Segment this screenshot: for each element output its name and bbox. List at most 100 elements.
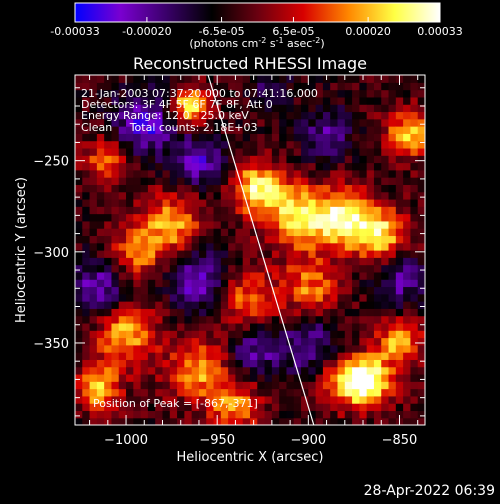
heatmap-cell [410, 337, 419, 346]
heatmap-cell [308, 381, 317, 390]
heatmap-cell [220, 133, 229, 142]
heatmap-cell [279, 403, 288, 412]
heatmap-cell [359, 155, 368, 164]
heatmap-cell [228, 373, 237, 382]
heatmap-cell [388, 352, 397, 360]
heatmap-cell [301, 315, 309, 324]
heatmap-cell [352, 366, 360, 375]
heatmap-cell [373, 220, 382, 229]
heatmap-cell [403, 344, 412, 353]
heatmap-cell [155, 388, 164, 397]
heatmap-cell [286, 381, 295, 390]
heatmap-cell [257, 293, 266, 302]
heatmap-cell [257, 162, 266, 171]
heatmap-cell [344, 344, 353, 353]
heatmap-cell [257, 75, 266, 83]
heatmap-cell [264, 395, 273, 404]
heatmap-cell [301, 133, 309, 142]
heatmap-cell [213, 169, 222, 178]
heatmap-cell [206, 75, 215, 83]
heatmap-cell [220, 301, 229, 309]
heatmap-cell [381, 184, 390, 193]
heatmap-cell [250, 140, 258, 149]
heatmap-cell [366, 264, 375, 273]
heatmap-cell [344, 417, 353, 425]
heatmap-cell [111, 330, 120, 339]
heatmap-cell [96, 322, 105, 331]
heatmap-cell [337, 410, 346, 419]
heatmap-cell [213, 366, 222, 375]
heatmap-cell [257, 279, 266, 288]
heatmap-cell [264, 381, 273, 390]
heatmap-cell [242, 177, 251, 185]
heatmap-cell [155, 89, 164, 98]
heatmap-cell [118, 191, 127, 200]
heatmap-cell [279, 410, 288, 419]
heatmap-cell [155, 155, 164, 164]
heatmap-cell [410, 352, 419, 360]
heatmap-cell [308, 322, 317, 331]
heatmap-cell [264, 118, 273, 127]
heatmap-cell [308, 279, 317, 288]
heatmap-cell [82, 293, 91, 302]
heatmap-cell [235, 381, 244, 390]
heatmap-cell [352, 395, 360, 404]
heatmap-cell [169, 184, 178, 193]
heatmap-cell [381, 352, 390, 360]
heatmap-cell [177, 140, 185, 149]
colorbar: -0.00033 -0.00020 -6.5e-05 6.5e-05 0.00020 0.… [50, 2, 463, 50]
heatmap-cell [220, 308, 229, 317]
heatmap-cell [308, 337, 317, 346]
heatmap-cell [198, 301, 207, 309]
heatmap-cell [417, 322, 425, 331]
heatmap-cell [191, 169, 200, 178]
heatmap-cell [250, 308, 258, 317]
heatmap-cell [417, 155, 425, 164]
heatmap-cell [111, 279, 120, 288]
heatmap-cell [242, 403, 251, 412]
heatmap-cell [184, 403, 193, 412]
heatmap-cell [330, 250, 339, 258]
heatmap-cell [140, 191, 149, 200]
heatmap-cell [96, 388, 105, 397]
heatmap-cell [330, 184, 339, 193]
heatmap-cell [242, 410, 251, 419]
heatmap-cell [264, 177, 273, 185]
heatmap-cell [235, 410, 244, 419]
heatmap-cell [279, 118, 288, 127]
heatmap-cell [279, 381, 288, 390]
heatmap-cell [337, 191, 346, 200]
heatmap-cell [155, 337, 164, 346]
heatmap-cell [140, 322, 149, 331]
heatmap-cell [417, 417, 425, 425]
heatmap-cell [337, 89, 346, 98]
heatmap-cell [111, 286, 120, 295]
heatmap-cell [373, 89, 382, 98]
heatmap-cell [198, 352, 207, 360]
heatmap-cell [220, 228, 229, 237]
heatmap-cell [395, 264, 404, 273]
heatmap-cell [206, 118, 215, 127]
heatmap-cell [155, 242, 164, 251]
heatmap-cell [96, 82, 105, 91]
heatmap-cell [271, 242, 280, 251]
heatmap-cell [279, 162, 288, 171]
heatmap-cell [177, 286, 185, 295]
heatmap-cell [220, 315, 229, 324]
heatmap-cell [89, 133, 98, 142]
heatmap-cell [250, 337, 258, 346]
heatmap-cell [235, 395, 244, 404]
heatmap-cell [206, 344, 215, 353]
heatmap-cell [147, 213, 156, 222]
heatmap-cell [140, 162, 149, 171]
heatmap-cell [228, 169, 237, 178]
heatmap-cell [75, 169, 83, 178]
heatmap-cell [344, 126, 353, 134]
heatmap-cell [315, 213, 324, 222]
heatmap-cell [242, 213, 251, 222]
heatmap-cell [242, 162, 251, 171]
heatmap-cell [162, 293, 171, 302]
heatmap-cell [322, 388, 331, 397]
heatmap-cell [177, 162, 185, 171]
heatmap-cell [279, 417, 288, 425]
